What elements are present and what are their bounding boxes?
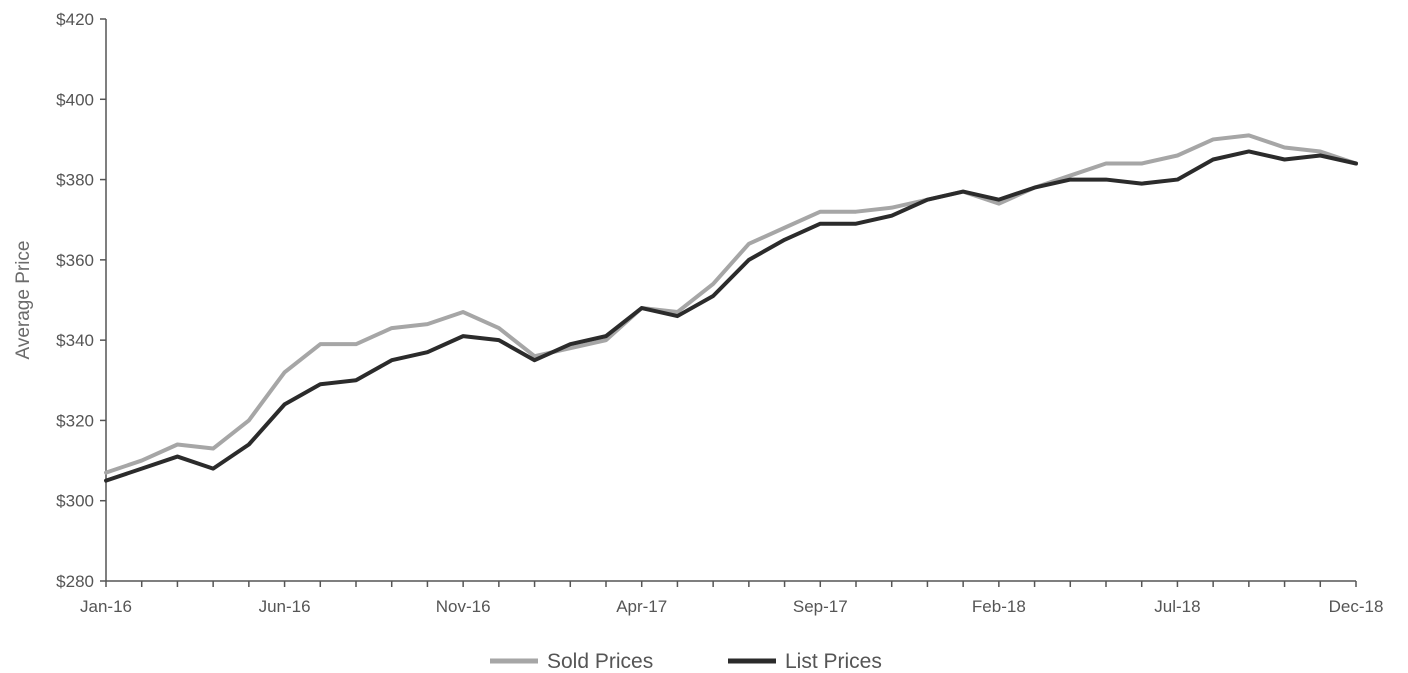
legend: Sold Prices List Prices <box>490 650 882 673</box>
y-tick-label: $420 <box>56 10 94 29</box>
x-tick-label: Jun-16 <box>259 597 311 616</box>
x-tick-label: Dec-18 <box>1329 597 1384 616</box>
y-tick-label: $360 <box>56 251 94 270</box>
y-tick-label: $380 <box>56 171 94 190</box>
y-tick-label: $400 <box>56 90 94 109</box>
series-line-sold-prices <box>104 133 1358 475</box>
legend-label: List Prices <box>785 650 882 673</box>
plot-area <box>104 133 1358 483</box>
x-tick-label: Sep-17 <box>793 597 848 616</box>
x-tick-label: Feb-18 <box>972 597 1026 616</box>
legend-label: Sold Prices <box>547 650 653 673</box>
x-tick-label: Apr-17 <box>616 597 667 616</box>
series-line-list-prices <box>104 149 1358 483</box>
y-tick-label: $300 <box>56 492 94 511</box>
x-tick-label: Jul-18 <box>1154 597 1200 616</box>
x-tick-label: Jan-16 <box>80 597 132 616</box>
y-axis-title: Average Price <box>13 241 34 360</box>
x-tick-label: Nov-16 <box>436 597 491 616</box>
axes: $280 $300 $320 $340 $360 $380 $400 $420 Jan-16 Ju… <box>13 10 1383 616</box>
y-tick-label: $280 <box>56 572 94 591</box>
y-tick-label: $340 <box>56 331 94 350</box>
y-tick-label: $320 <box>56 411 94 430</box>
